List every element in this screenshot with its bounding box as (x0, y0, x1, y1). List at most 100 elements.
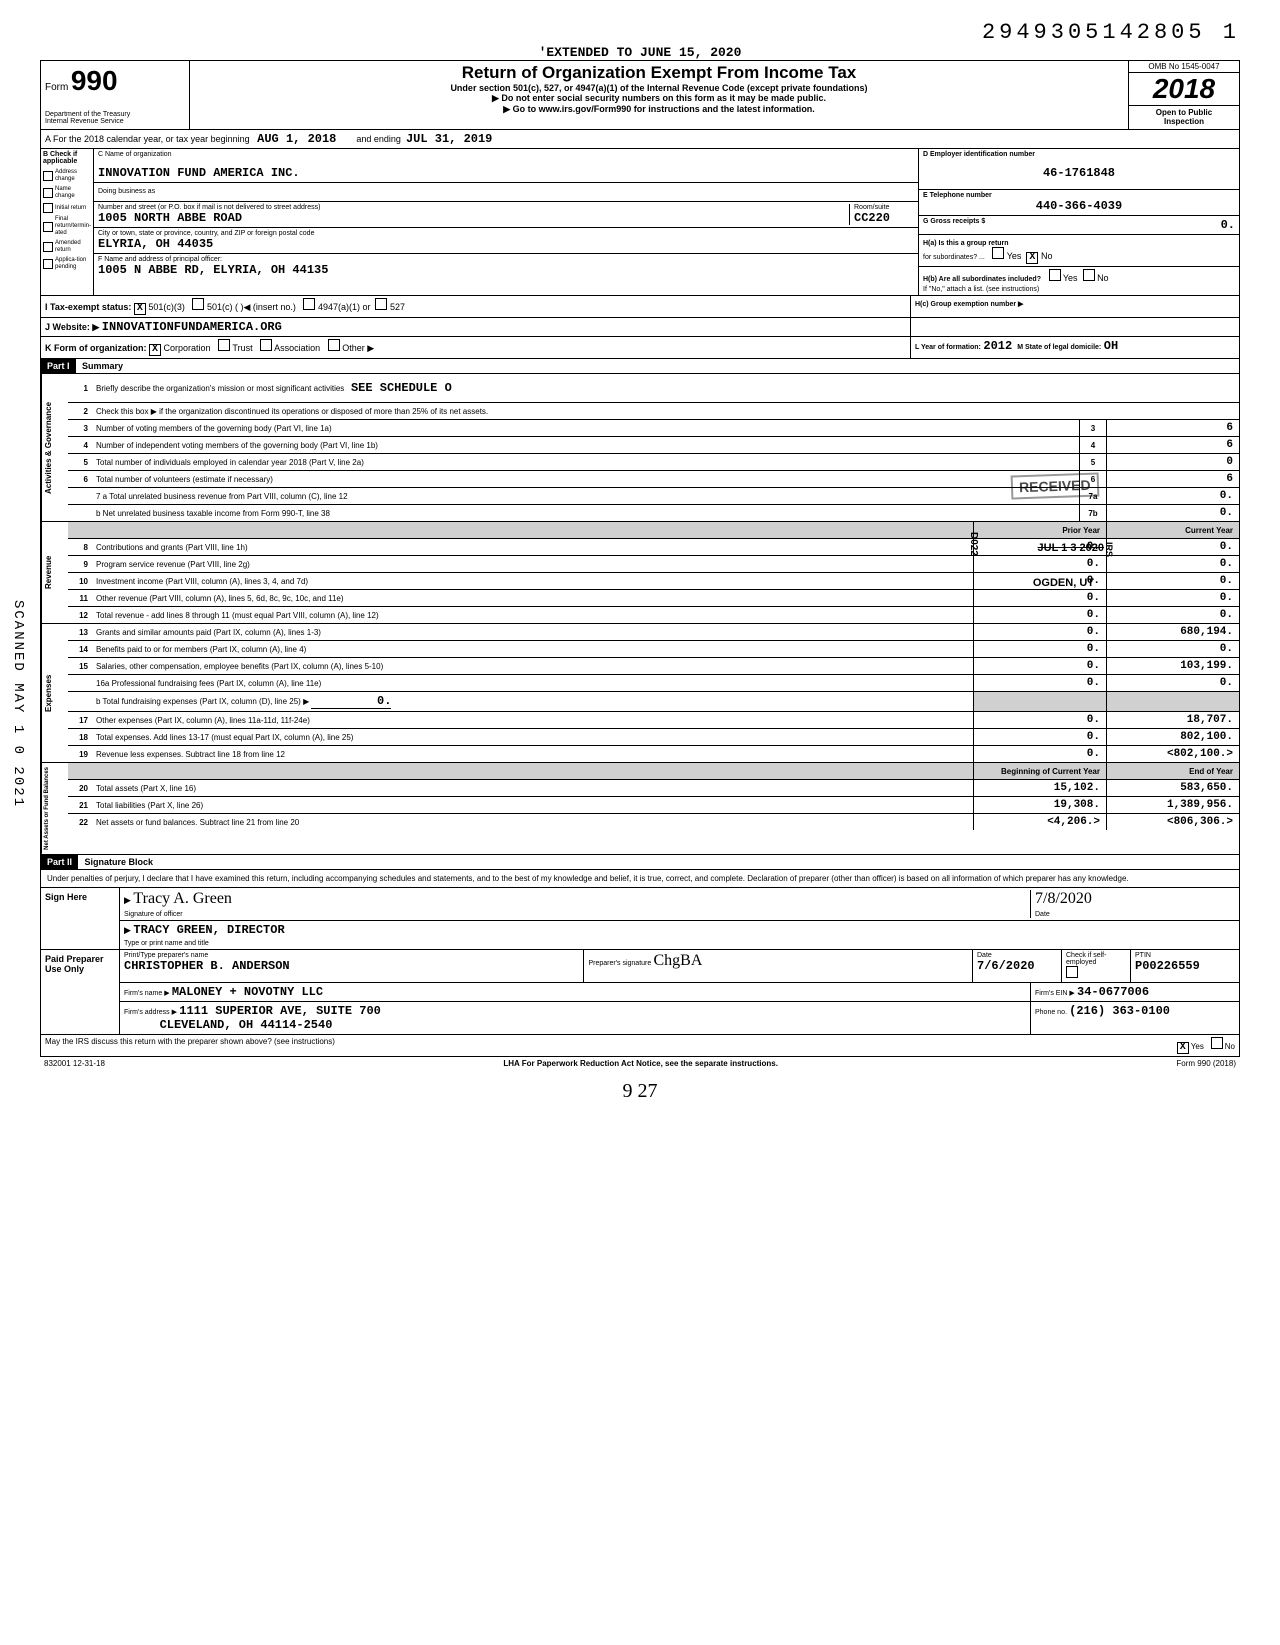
line-7b-box: 7b (1079, 505, 1106, 521)
line-19-prior: 0. (973, 746, 1106, 762)
trust-checkbox[interactable] (218, 339, 230, 351)
discuss-yes: Yes (1191, 1042, 1204, 1051)
discuss-yes-checkbox[interactable]: X (1177, 1042, 1189, 1054)
line-15-num: 15 (68, 662, 92, 671)
line-12-prior: 0. (973, 607, 1106, 623)
amended-checkbox[interactable] (43, 242, 53, 252)
line-10-label: Investment income (Part VIII, column (A)… (92, 575, 973, 588)
501c3-label: 501(c)(3) (148, 302, 185, 312)
line-7a-label: 7 a Total unrelated business revenue fro… (92, 490, 1079, 503)
line-14-label: Benefits paid to or for members (Part IX… (92, 643, 973, 656)
discuss-no: No (1225, 1042, 1235, 1051)
ha-no-checkbox[interactable]: X (1026, 252, 1038, 264)
signature-label: Signature of officer (124, 911, 183, 918)
hb-yes: Yes (1063, 273, 1078, 283)
assoc-checkbox[interactable] (260, 339, 272, 351)
firm-phone-label: Phone no. (1035, 1009, 1067, 1016)
ha-sub: for subordinates? ... (923, 254, 985, 261)
line-14-current: 0. (1106, 641, 1239, 657)
line-16b-prior-gray (973, 692, 1106, 711)
sign-here-label: Sign Here (41, 888, 119, 949)
end-year-header: End of Year (1106, 763, 1239, 779)
final-return-checkbox[interactable] (43, 222, 53, 232)
corp-label: Corporation (164, 343, 211, 353)
line-4-box: 4 (1079, 437, 1106, 453)
addr-change-checkbox[interactable] (43, 171, 53, 181)
form-header: Form 990 Department of the Treasury Inte… (40, 60, 1240, 130)
e-label: E Telephone number (923, 192, 1235, 199)
irs-stamp: IRS (1104, 542, 1114, 557)
ha-yes-checkbox[interactable] (992, 247, 1004, 259)
subtitle: Under section 501(c), 527, or 4947(a)(1)… (196, 83, 1122, 93)
hb-label: H(b) Are all subordinates included? (923, 276, 1041, 283)
501c3-checkbox[interactable]: X (134, 303, 146, 315)
initial-return-checkbox[interactable] (43, 203, 53, 213)
officer-name-title: TRACY GREEN, DIRECTOR (133, 923, 284, 937)
line-17-num: 17 (68, 716, 92, 725)
line-17-prior: 0. (973, 712, 1106, 728)
application-checkbox[interactable] (43, 259, 53, 269)
self-employed-checkbox[interactable] (1066, 966, 1078, 978)
received-text: RECEIVED (1019, 477, 1091, 495)
line-8-num: 8 (68, 543, 92, 552)
check-column: B Check if applicable Address change Nam… (41, 149, 94, 295)
signature-block: Under penalties of perjury, I declare th… (40, 870, 1240, 1035)
row-j: J Website: ▶ INNOVATIONFUNDAMERICA.ORG (40, 318, 1240, 337)
527-checkbox[interactable] (375, 298, 387, 310)
firm-ein-label: Firm's EIN ▶ (1035, 990, 1075, 997)
hb-no-checkbox[interactable] (1083, 269, 1095, 281)
line-15-label: Salaries, other compensation, employee b… (92, 660, 973, 673)
g-label: G Gross receipts $ (923, 218, 985, 232)
form-number: 990 (71, 65, 118, 96)
line-17-current: 18,707. (1106, 712, 1239, 728)
hb-yes-checkbox[interactable] (1049, 269, 1061, 281)
line-14-prior: 0. (973, 641, 1106, 657)
date-label: Date (1035, 911, 1050, 918)
part1-header-row: Part I Summary (40, 359, 1240, 374)
corp-checkbox[interactable]: X (149, 344, 161, 356)
scanned-stamp: SCANNED MAY 1 0 2021 (10, 600, 26, 808)
line-16a-prior: 0. (973, 675, 1106, 691)
addr-label: Number and street (or P.O. box if mail i… (98, 204, 849, 211)
line-12-num: 12 (68, 611, 92, 620)
name-change-checkbox[interactable] (43, 188, 53, 198)
line-11-label: Other revenue (Part VIII, column (A), li… (92, 592, 973, 605)
501c-checkbox[interactable] (192, 298, 204, 310)
section-c: C Name of organization INNOVATION FUND A… (94, 149, 919, 295)
line-18-num: 18 (68, 733, 92, 742)
activities-side-label: Activities & Governance (41, 374, 68, 521)
year-formation: 2012 (983, 339, 1012, 353)
discuss-question: May the IRS discuss this return with the… (45, 1037, 335, 1054)
line-22-num: 22 (68, 818, 92, 827)
ha-no: No (1041, 251, 1053, 261)
line-22-begin: <4,206.> (973, 814, 1106, 830)
4947-checkbox[interactable] (303, 298, 315, 310)
main-title: Return of Organization Exempt From Incom… (196, 63, 1122, 83)
room-suite: CC220 (854, 211, 914, 225)
paid-preparer-label: Paid Preparer Use Only (41, 950, 119, 1034)
line-4-value: 6 (1106, 437, 1239, 453)
other-checkbox[interactable] (328, 339, 340, 351)
firm-name-label: Firm's name ▶ (124, 990, 170, 997)
line-1-num: 1 (68, 384, 92, 393)
self-employed-label: Check if self-employed (1066, 952, 1126, 966)
k-label: K Form of organization: (45, 343, 147, 353)
line-7a-value: 0. (1106, 488, 1239, 504)
line-9-prior: 0. (973, 556, 1106, 572)
document-id: 2949305142805 1 (40, 20, 1240, 45)
line-3-value: 6 (1106, 420, 1239, 436)
firm-addr-label: Firm's address ▶ (124, 1009, 177, 1016)
line-5-value: 0 (1106, 454, 1239, 470)
line-19-current: <802,100.> (1106, 746, 1239, 762)
501c-label: 501(c) ( (207, 302, 238, 312)
discuss-no-checkbox[interactable] (1211, 1037, 1223, 1049)
line-12-label: Total revenue - add lines 8 through 11 (… (92, 609, 973, 622)
street-address: 1005 NORTH ABBE ROAD (98, 211, 849, 225)
ogden-stamp: OGDEN, UT (1033, 577, 1094, 589)
line-16a-label: 16a Professional fundraising fees (Part … (92, 677, 973, 690)
summary-net-assets: Net Assets or Fund Balances Beginning of… (40, 763, 1240, 855)
line-2-num: 2 (68, 407, 92, 416)
firm-addr1: 1111 SUPERIOR AVE, SUITE 700 (179, 1004, 381, 1018)
line-21-num: 21 (68, 801, 92, 810)
line-13-prior: 0. (973, 624, 1106, 640)
